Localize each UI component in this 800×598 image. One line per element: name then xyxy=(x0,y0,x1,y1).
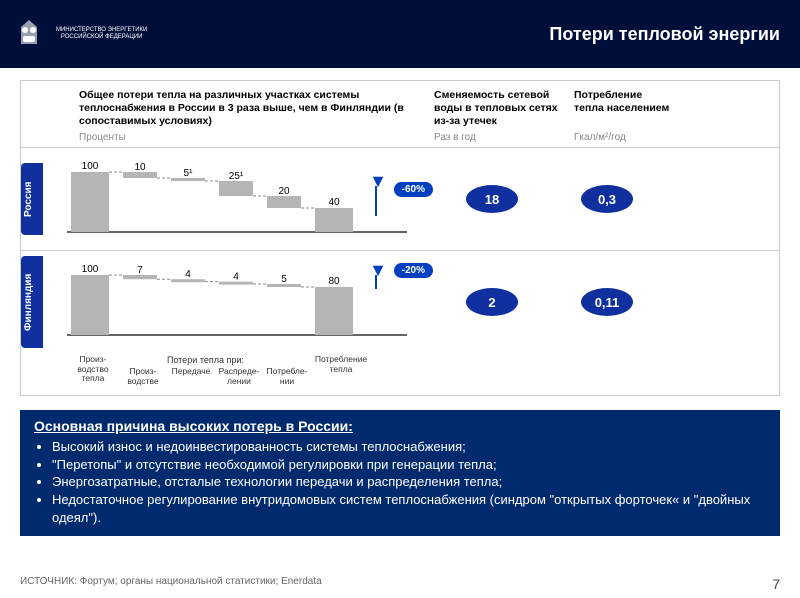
xl-cons: Потреблениетепла xyxy=(311,355,371,391)
logo-block: МИНИСТЕРСТВО ЭНЕРГЕТИКИ РОССИЙСКОЙ ФЕДЕР… xyxy=(10,15,147,53)
stat-russia-right: 0,3 xyxy=(557,154,657,244)
unit-row: Проценты Раз в год Гкал/м²/год xyxy=(79,132,769,143)
source-text: ИСТОЧНИК: Фортум; органы национальной ст… xyxy=(20,576,322,592)
xl-loss-cons: Потребле-нии xyxy=(263,367,311,391)
stat-russia-mid: 18 xyxy=(427,154,557,244)
xl-loss-trans: Передаче xyxy=(167,367,215,391)
pct-badge-finland: -20% xyxy=(394,263,433,278)
svg-text:80: 80 xyxy=(328,276,340,287)
reasons-item: "Перетопы" и отсутствие необходимой регу… xyxy=(52,456,766,474)
pill-russia-mid: 18 xyxy=(466,185,518,213)
x-axis-labels: Произ-водствотепла Произ-водстве Передач… xyxy=(67,355,427,391)
svg-text:25¹: 25¹ xyxy=(229,171,244,182)
svg-text:4: 4 xyxy=(233,272,239,283)
header-main: Общее потери тепла на различных участках… xyxy=(79,89,424,128)
svg-text:20: 20 xyxy=(278,186,290,197)
tab-finland: Финляндия xyxy=(21,256,43,348)
svg-text:4: 4 xyxy=(185,270,191,281)
tab-russia: Россия xyxy=(21,163,43,235)
header-mid: Сменяемость сетевой воды в тепловых сетя… xyxy=(434,89,564,128)
reasons-item: Энергозатратные, отсталые технологии пер… xyxy=(52,473,766,491)
xl-prod: Произ-водствотепла xyxy=(67,355,119,391)
reasons-title: Основная причина высоких потерь в России… xyxy=(34,418,766,434)
reasons-item: Высокий износ и недоинвестированность си… xyxy=(52,438,766,456)
pill-finland-mid: 2 xyxy=(466,288,518,316)
unit-mid: Раз в год xyxy=(434,132,564,143)
arrow-down-icon: ▼ xyxy=(369,172,387,216)
svg-text:10: 10 xyxy=(134,162,146,173)
emblem-icon xyxy=(10,15,48,53)
arrow-down-icon: ▼ xyxy=(369,261,387,289)
svg-text:7: 7 xyxy=(137,265,143,276)
stat-finland-right: 0,11 xyxy=(557,257,657,347)
chart-panel: Общее потери тепла на различных участках… xyxy=(20,80,780,396)
reasons-item: Недостаточное регулирование внутридомовы… xyxy=(52,491,766,526)
svg-text:5¹: 5¹ xyxy=(184,168,194,179)
footer: ИСТОЧНИК: Фортум; органы национальной ст… xyxy=(20,576,780,592)
unit-right: Гкал/м²/год xyxy=(574,132,674,143)
svg-text:100: 100 xyxy=(82,264,99,275)
row-russia: Россия 100105¹25¹2040 -60% ▼ 18 0,3 xyxy=(31,148,769,250)
svg-text:5: 5 xyxy=(281,274,287,285)
ministry-text: МИНИСТЕРСТВО ЭНЕРГЕТИКИ РОССИЙСКОЙ ФЕДЕР… xyxy=(56,27,147,41)
svg-text:100: 100 xyxy=(82,161,99,172)
slide-header: МИНИСТЕРСТВО ЭНЕРГЕТИКИ РОССИЙСКОЙ ФЕДЕР… xyxy=(0,0,800,68)
page-number: 7 xyxy=(772,576,780,592)
pct-badge-russia: -60% xyxy=(394,182,433,197)
page-title: Потери тепловой энергии xyxy=(549,24,780,45)
svg-text:40: 40 xyxy=(328,197,340,208)
reasons-list: Высокий износ и недоинвестированность си… xyxy=(34,438,766,526)
pill-finland-right: 0,11 xyxy=(581,288,633,316)
xl-loss-prod: Произ-водстве xyxy=(119,367,167,391)
panel-headers: Общее потери тепла на различных участках… xyxy=(79,89,769,128)
row-finland: Финляндия 100744580 -20% ▼ 2 0,11 xyxy=(31,251,769,353)
xl-group: Потери тепла при: xyxy=(167,355,244,365)
xl-loss-distr: Распреде-лении xyxy=(215,367,263,391)
header-right: Потребление тепла населением xyxy=(574,89,674,128)
pill-russia-right: 0,3 xyxy=(581,185,633,213)
waterfall-finland: 100744580 -20% ▼ xyxy=(67,257,427,347)
waterfall-russia: 100105¹25¹2040 -60% ▼ xyxy=(67,154,427,244)
unit-main: Проценты xyxy=(79,132,424,143)
reasons-box: Основная причина высоких потерь в России… xyxy=(20,410,780,536)
stat-finland-mid: 2 xyxy=(427,257,557,347)
